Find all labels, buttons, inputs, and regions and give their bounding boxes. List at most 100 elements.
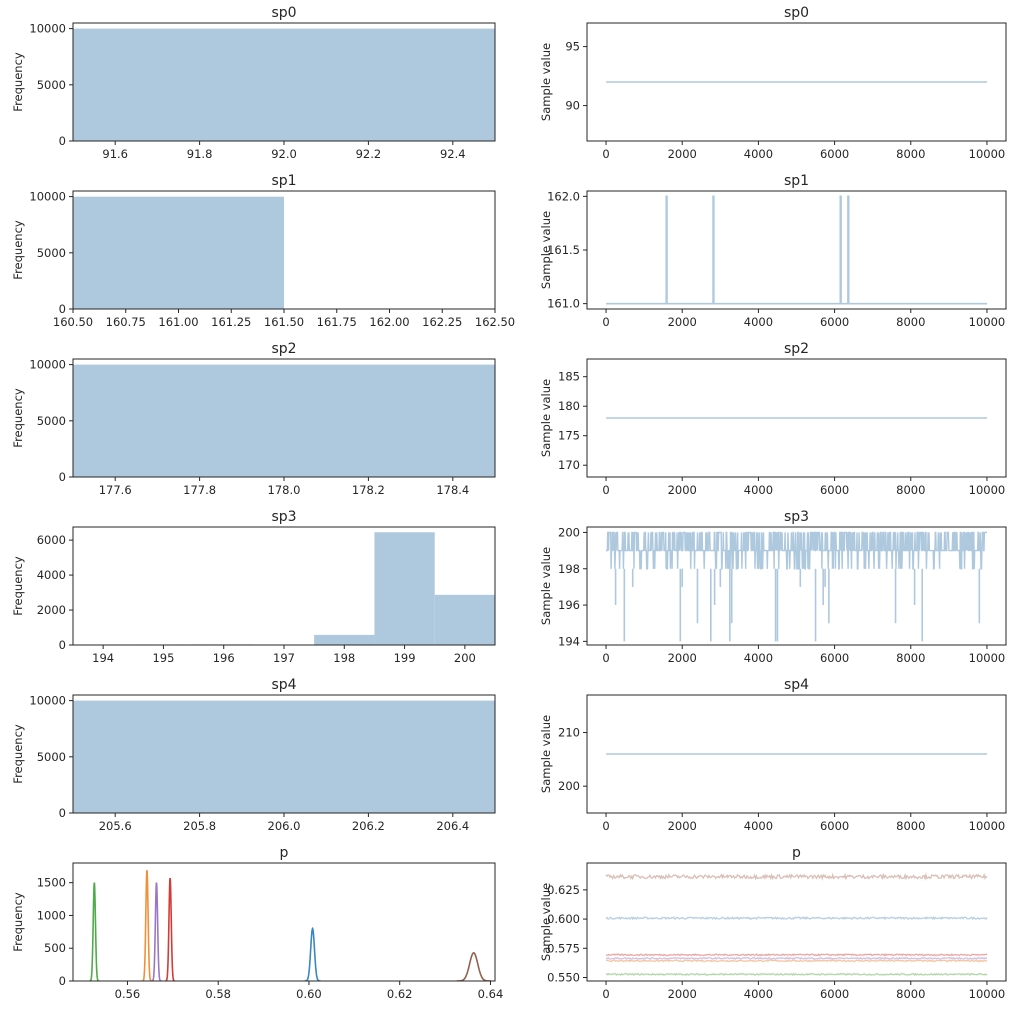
density-curve-0	[304, 926, 321, 981]
x-tick-label: 161.25	[211, 315, 251, 329]
y-tick-label: 200	[558, 525, 580, 539]
trace-line-1	[605, 959, 988, 963]
histogram-bar-0	[73, 700, 495, 813]
y-tick-label: 1000	[37, 908, 66, 922]
panel-density-p: 0.56 0.58 0.60 0.62 0.64 0 500 1000 1500 p Frequen…	[11, 845, 503, 1001]
x-tick-label: 0	[602, 315, 609, 329]
x-tick-label: 92.2	[356, 147, 382, 161]
y-tick-label: 5000	[37, 414, 66, 428]
y-axis-label: Sample value	[539, 43, 553, 121]
y-tick-label: 5000	[37, 246, 66, 260]
density-curve-4	[151, 882, 162, 981]
x-tick-label: 206.2	[352, 819, 385, 833]
x-tick-label: 4000	[744, 819, 773, 833]
plot-area	[606, 531, 987, 642]
axes-frame	[586, 190, 1007, 310]
histogram-bar-0	[73, 28, 495, 141]
y-tick-label: 6000	[37, 533, 66, 547]
panel-hist-sp1: 160.50 160.75 161.00 161.25 161.50 161.75 162.…	[11, 173, 515, 329]
x-tick-label: 8000	[896, 987, 925, 1001]
x-tick-label: 196	[213, 651, 235, 665]
axes-frame	[586, 694, 1007, 814]
x-tick-label: 4000	[744, 315, 773, 329]
density-curve-2	[89, 882, 100, 981]
histogram-bar-6	[434, 594, 495, 645]
axes-frame	[586, 358, 1007, 478]
x-tick-label: 2000	[668, 147, 697, 161]
x-tick-label: 6000	[820, 819, 849, 833]
x-tick-label: 160.50	[53, 315, 93, 329]
trace-line-0	[606, 531, 987, 570]
trace-line-0	[606, 195, 987, 305]
y-tick-label: 0	[59, 134, 66, 148]
x-tick-label: 10000	[969, 315, 1006, 329]
x-tick-label: 0.62	[387, 987, 413, 1001]
y-tick-label: 0.575	[547, 941, 580, 955]
trace-line-5	[605, 872, 988, 881]
plot-area	[73, 28, 495, 141]
trace-line-2	[605, 972, 988, 977]
plot-area	[89, 870, 491, 981]
y-axis-label: Sample value	[539, 715, 553, 793]
y-tick-label: 210	[558, 726, 580, 740]
y-axis-label: Frequency	[11, 388, 25, 448]
x-tick-label: 92.0	[271, 147, 297, 161]
histogram-bar-4	[314, 634, 375, 645]
y-tick-label: 0.550	[547, 970, 580, 984]
y-tick-label: 180	[558, 399, 580, 413]
y-tick-label: 10000	[29, 190, 66, 204]
y-tick-label: 198	[558, 562, 580, 576]
y-tick-label: 10000	[29, 22, 66, 36]
plot-area	[605, 872, 988, 977]
x-tick-label: 6000	[820, 483, 849, 497]
y-tick-label: 196	[558, 598, 580, 612]
panel-hist-sp0: 91.6 91.8 92.0 92.2 92.4 0 5000 10000 sp0 Frequen…	[11, 5, 496, 161]
x-tick-label: 6000	[820, 651, 849, 665]
x-tick-label: 177.6	[99, 483, 132, 497]
plot-area	[73, 700, 495, 813]
x-tick-label: 0	[602, 651, 609, 665]
panel-title: sp0	[271, 5, 296, 21]
x-tick-label: 0.60	[296, 987, 322, 1001]
x-tick-label: 8000	[896, 315, 925, 329]
x-tick-label: 195	[152, 651, 174, 665]
panel-hist-sp2: 177.6 177.8 178.0 178.2 178.4 0 5000 10000 sp2 Fr…	[11, 341, 496, 497]
y-tick-label: 1500	[37, 876, 66, 890]
panel-title: sp1	[784, 173, 809, 189]
axes-frame	[586, 862, 1007, 982]
x-tick-label: 6000	[820, 987, 849, 1001]
trace-line-4	[605, 956, 988, 961]
y-tick-label: 161.0	[547, 297, 580, 311]
panel-title: sp4	[784, 677, 809, 693]
panel-trace-sp2: 0 2000 4000 6000 8000 10000 170 175 180 185 sp2 Sam…	[539, 341, 1007, 497]
panel-title: sp3	[271, 509, 296, 525]
x-tick-label: 199	[394, 651, 416, 665]
x-tick-label: 162.25	[422, 315, 462, 329]
x-tick-label: 2000	[668, 987, 697, 1001]
x-tick-label: 197	[273, 651, 295, 665]
y-tick-label: 5000	[37, 750, 66, 764]
plot-area	[73, 196, 495, 309]
x-tick-label: 162.00	[369, 315, 409, 329]
y-axis-label: Frequency	[11, 52, 25, 112]
y-axis-label: Frequency	[11, 892, 25, 952]
y-tick-label: 0	[59, 974, 66, 988]
x-tick-label: 198	[333, 651, 355, 665]
plot-area	[73, 364, 495, 477]
x-tick-label: 6000	[820, 147, 849, 161]
trace-line-3	[605, 953, 988, 957]
plot-area	[73, 532, 495, 645]
y-tick-label: 162.0	[547, 189, 580, 203]
x-tick-label: 160.75	[106, 315, 146, 329]
x-tick-label: 10000	[969, 819, 1006, 833]
x-tick-label: 178.0	[268, 483, 301, 497]
axes-frame	[586, 22, 1007, 142]
x-tick-label: 4000	[744, 987, 773, 1001]
y-tick-label: 170	[558, 458, 580, 472]
panel-title: sp2	[784, 341, 809, 357]
y-tick-label: 0	[59, 302, 66, 316]
x-tick-label: 0	[602, 483, 609, 497]
x-tick-label: 10000	[969, 987, 1006, 1001]
x-tick-label: 161.00	[158, 315, 198, 329]
x-tick-label: 10000	[969, 147, 1006, 161]
